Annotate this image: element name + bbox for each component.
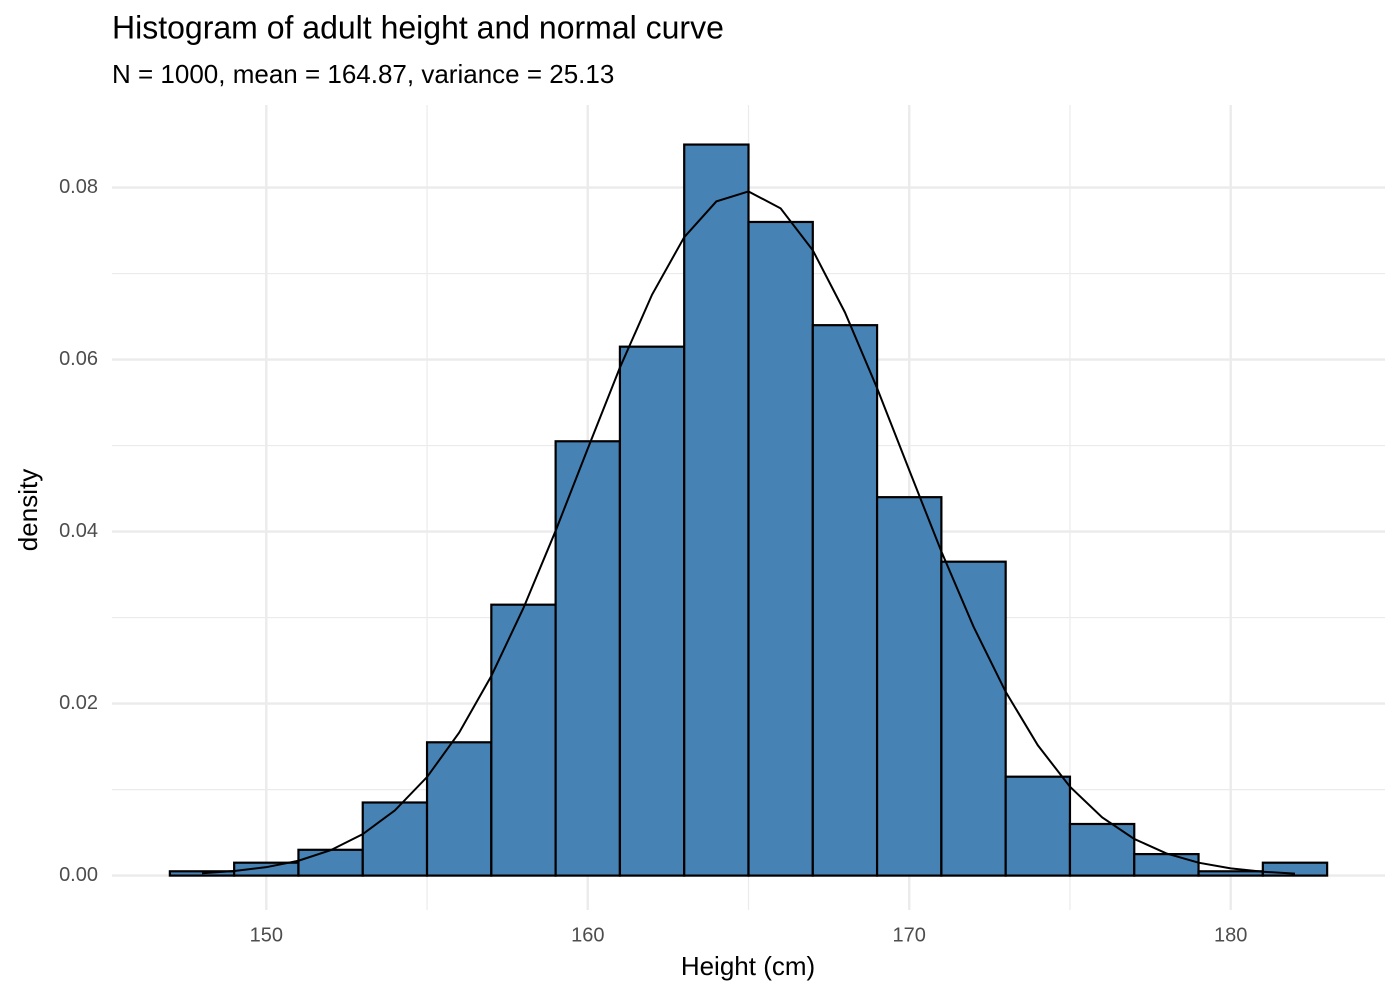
histogram-bar	[297, 848, 364, 877]
y-tick-label: 0.00	[59, 864, 98, 886]
chart-title: Histogram of adult height and normal cur…	[112, 9, 724, 45]
histogram-bar	[554, 440, 622, 877]
y-tick-label: 0.04	[59, 520, 98, 542]
y-axis-label: density	[13, 469, 43, 551]
y-tick-label: 0.02	[59, 692, 98, 714]
x-tick-label: 150	[250, 924, 283, 946]
chart-subtitle: N = 1000, mean = 164.87, variance = 25.1…	[112, 59, 614, 89]
y-tick-label: 0.06	[59, 348, 98, 370]
histogram-bar	[1004, 775, 1072, 877]
y-tick-label: 0.08	[59, 176, 98, 198]
histogram-bar	[811, 324, 879, 877]
histogram-bar	[1197, 870, 1264, 877]
x-tick-label: 170	[893, 924, 926, 946]
histogram-bar	[618, 345, 686, 877]
histogram-bar	[1261, 861, 1329, 877]
histogram-bar	[361, 801, 429, 877]
x-tick-label: 180	[1214, 924, 1247, 946]
x-axis-label: Height (cm)	[681, 951, 815, 981]
histogram-bar	[490, 603, 557, 877]
histogram-bar	[875, 496, 943, 877]
histogram-bar	[425, 741, 493, 877]
normal-curve	[201, 190, 1296, 875]
histogram-bar	[747, 220, 814, 877]
histogram-bar	[1133, 852, 1200, 877]
histogram-bar	[940, 560, 1007, 877]
x-tick-label: 160	[571, 924, 604, 946]
histogram-bar	[683, 143, 750, 877]
